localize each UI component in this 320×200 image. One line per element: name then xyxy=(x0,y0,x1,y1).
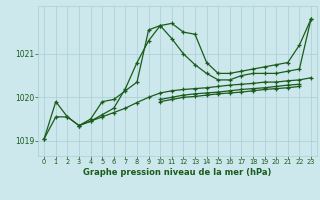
X-axis label: Graphe pression niveau de la mer (hPa): Graphe pression niveau de la mer (hPa) xyxy=(84,168,272,177)
